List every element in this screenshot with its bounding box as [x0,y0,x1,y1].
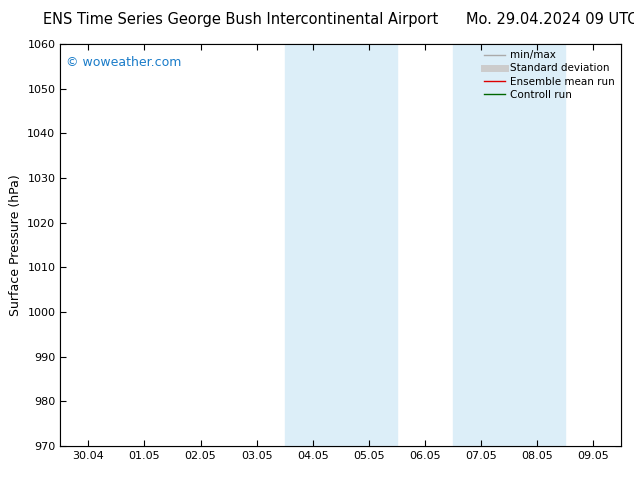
Bar [285,44,341,446]
Y-axis label: Surface Pressure (hPa): Surface Pressure (hPa) [9,174,22,316]
Text: Mo. 29.04.2024 09 UTC: Mo. 29.04.2024 09 UTC [466,12,634,27]
Bar [509,44,566,446]
Legend: min/max, Standard deviation, Ensemble mean run, Controll run: min/max, Standard deviation, Ensemble me… [480,46,619,104]
Bar [341,44,397,446]
Text: ENS Time Series George Bush Intercontinental Airport: ENS Time Series George Bush Intercontine… [43,12,439,27]
Text: © woweather.com: © woweather.com [66,56,181,69]
Bar [453,44,509,446]
